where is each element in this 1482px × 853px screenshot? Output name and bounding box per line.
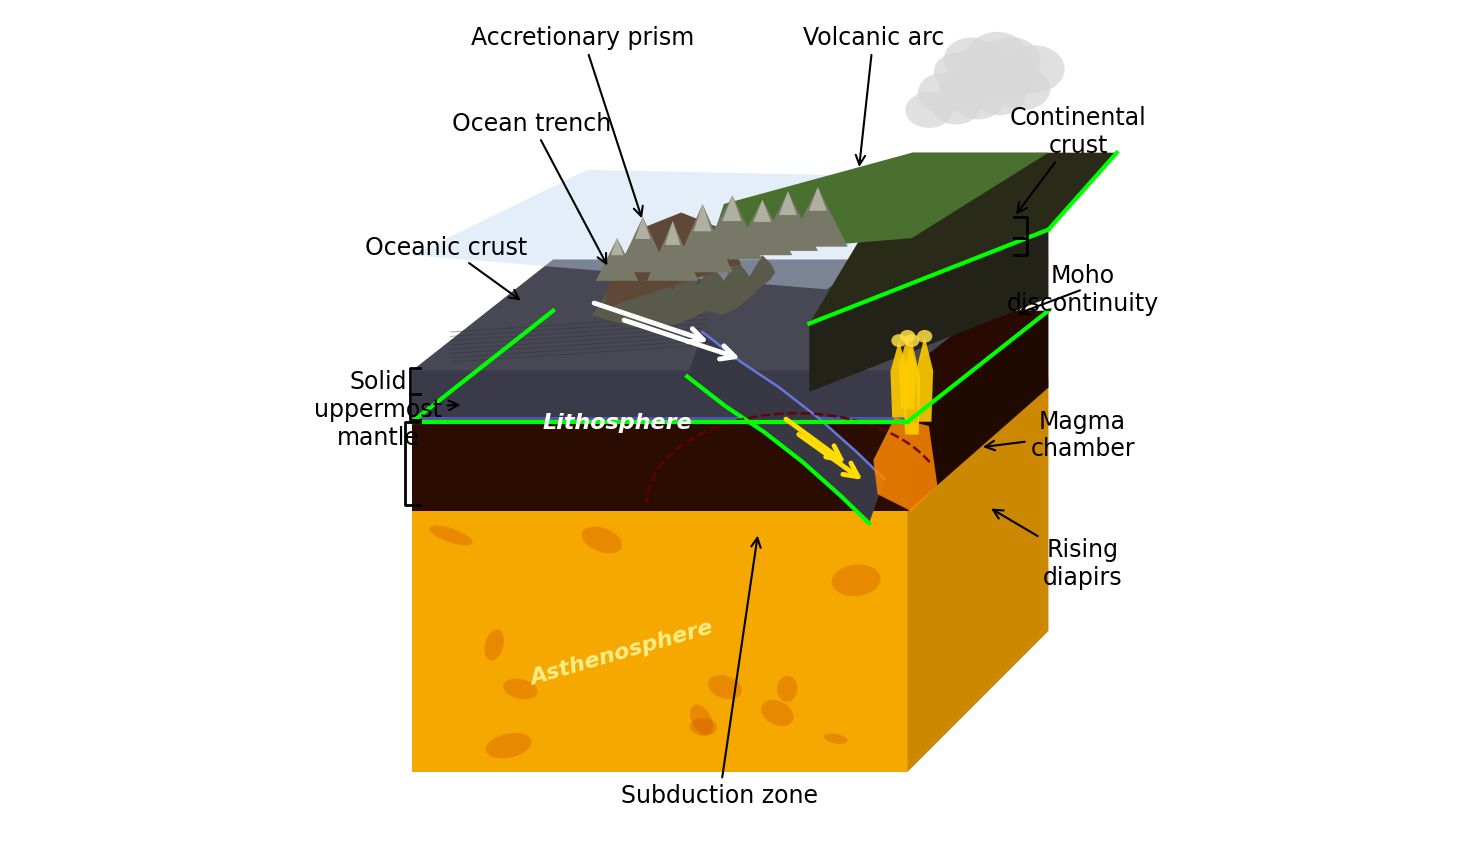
Ellipse shape bbox=[582, 527, 622, 554]
Polygon shape bbox=[412, 260, 1048, 371]
Polygon shape bbox=[412, 422, 907, 512]
Ellipse shape bbox=[934, 53, 984, 92]
Ellipse shape bbox=[906, 93, 953, 129]
Polygon shape bbox=[412, 171, 997, 290]
Text: Asthenosphere: Asthenosphere bbox=[528, 617, 716, 688]
Polygon shape bbox=[809, 154, 1117, 324]
Polygon shape bbox=[873, 418, 938, 512]
Polygon shape bbox=[809, 188, 827, 212]
Ellipse shape bbox=[691, 705, 713, 735]
Polygon shape bbox=[412, 311, 1048, 422]
Text: Solid
uppermost
mantle: Solid uppermost mantle bbox=[314, 369, 458, 450]
Polygon shape bbox=[412, 495, 907, 772]
Ellipse shape bbox=[1003, 46, 1064, 94]
Text: Ocean trench: Ocean trench bbox=[452, 112, 612, 264]
Ellipse shape bbox=[994, 68, 1051, 111]
Polygon shape bbox=[722, 196, 741, 222]
Text: Rising
diapirs: Rising diapirs bbox=[993, 510, 1122, 589]
Polygon shape bbox=[596, 239, 639, 281]
Polygon shape bbox=[636, 218, 651, 240]
Ellipse shape bbox=[504, 679, 538, 699]
Polygon shape bbox=[591, 256, 775, 328]
Ellipse shape bbox=[960, 59, 1018, 103]
Polygon shape bbox=[688, 333, 885, 524]
Text: Subduction zone: Subduction zone bbox=[621, 538, 818, 807]
Text: Volcanic arc: Volcanic arc bbox=[803, 26, 944, 165]
Polygon shape bbox=[412, 371, 907, 424]
Polygon shape bbox=[611, 239, 624, 256]
Ellipse shape bbox=[904, 335, 919, 348]
Polygon shape bbox=[617, 218, 668, 273]
Ellipse shape bbox=[981, 51, 1040, 98]
Ellipse shape bbox=[974, 75, 1026, 116]
Ellipse shape bbox=[831, 565, 880, 596]
Text: Moho
discontinuity: Moho discontinuity bbox=[1006, 264, 1159, 316]
Polygon shape bbox=[707, 154, 1117, 256]
Polygon shape bbox=[605, 213, 741, 309]
Polygon shape bbox=[780, 192, 797, 216]
Ellipse shape bbox=[954, 44, 1014, 89]
Polygon shape bbox=[412, 380, 1048, 495]
Polygon shape bbox=[753, 200, 771, 223]
Text: Continental
crust: Continental crust bbox=[1009, 107, 1147, 213]
Text: Oceanic crust: Oceanic crust bbox=[365, 235, 528, 299]
Text: Accretionary prism: Accretionary prism bbox=[471, 26, 695, 217]
Ellipse shape bbox=[980, 38, 1040, 84]
Polygon shape bbox=[732, 200, 793, 256]
Polygon shape bbox=[673, 205, 732, 273]
Ellipse shape bbox=[486, 733, 532, 758]
Text: Lithosphere: Lithosphere bbox=[542, 412, 692, 432]
Polygon shape bbox=[694, 205, 711, 232]
Polygon shape bbox=[412, 417, 907, 425]
Ellipse shape bbox=[762, 700, 794, 727]
Ellipse shape bbox=[689, 718, 717, 736]
Ellipse shape bbox=[968, 32, 1026, 78]
Polygon shape bbox=[903, 341, 920, 435]
Ellipse shape bbox=[940, 66, 994, 108]
Ellipse shape bbox=[777, 676, 797, 702]
Polygon shape bbox=[809, 230, 1048, 392]
Polygon shape bbox=[698, 196, 762, 260]
Ellipse shape bbox=[932, 88, 981, 125]
Polygon shape bbox=[900, 337, 916, 409]
Ellipse shape bbox=[824, 734, 848, 744]
Polygon shape bbox=[665, 222, 680, 246]
Ellipse shape bbox=[917, 330, 932, 343]
Polygon shape bbox=[916, 337, 934, 422]
Polygon shape bbox=[759, 192, 818, 252]
Ellipse shape bbox=[430, 525, 473, 546]
Ellipse shape bbox=[953, 81, 1003, 120]
Polygon shape bbox=[891, 341, 907, 418]
Ellipse shape bbox=[944, 38, 999, 81]
Polygon shape bbox=[907, 380, 1048, 772]
Polygon shape bbox=[648, 222, 698, 281]
Ellipse shape bbox=[900, 330, 916, 343]
Ellipse shape bbox=[708, 676, 742, 699]
Ellipse shape bbox=[891, 335, 907, 348]
Ellipse shape bbox=[917, 73, 971, 114]
Text: Magma
chamber: Magma chamber bbox=[986, 409, 1135, 461]
Polygon shape bbox=[907, 311, 1048, 512]
Polygon shape bbox=[788, 188, 848, 247]
Ellipse shape bbox=[485, 630, 504, 661]
